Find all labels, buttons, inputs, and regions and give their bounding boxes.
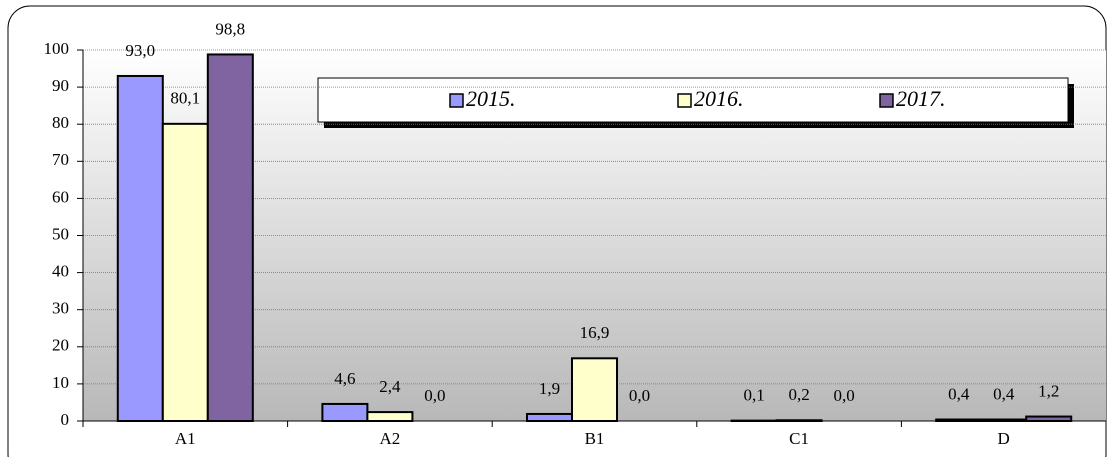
data-label: 93,0 xyxy=(125,41,155,60)
legend-swatch xyxy=(879,93,894,108)
bar xyxy=(161,122,209,422)
x-tick-label: C1 xyxy=(789,429,809,448)
data-label: 16,9 xyxy=(580,323,610,342)
bar xyxy=(206,53,254,423)
bar xyxy=(525,412,573,422)
x-tick-label: A2 xyxy=(380,429,401,448)
bar xyxy=(321,402,369,422)
y-tick-label: 90 xyxy=(52,76,69,95)
data-label: 0,0 xyxy=(833,386,854,405)
data-label: 0,0 xyxy=(424,386,445,405)
y-tick-label: 10 xyxy=(52,373,69,392)
bar xyxy=(775,419,823,422)
legend-label: 2016. xyxy=(694,86,744,111)
y-tick-label: 80 xyxy=(52,113,69,132)
bar xyxy=(980,418,1028,422)
x-tick-label: B1 xyxy=(585,429,605,448)
data-label: 1,2 xyxy=(1038,381,1059,400)
y-tick-label: 20 xyxy=(52,336,69,355)
data-label: 0,2 xyxy=(788,385,809,404)
data-label: 4,6 xyxy=(334,369,355,388)
x-tick-label: D xyxy=(998,429,1010,448)
y-tick-label: 40 xyxy=(52,262,69,281)
data-label: 0,1 xyxy=(743,386,764,405)
y-tick-label: 30 xyxy=(52,299,69,318)
bar xyxy=(935,418,983,422)
legend-label: 2017. xyxy=(896,86,946,111)
legend: 2015. 2016. 2017. xyxy=(317,77,1074,128)
y-tick-label: 70 xyxy=(52,150,69,169)
legend-label: 2015. xyxy=(466,86,516,111)
y-tick-label: 100 xyxy=(44,39,70,58)
data-label: 0,4 xyxy=(993,384,1015,403)
data-label: 0,0 xyxy=(629,386,650,405)
data-label: 2,4 xyxy=(379,377,401,396)
data-label: 98,8 xyxy=(215,19,245,38)
x-tick-label: A1 xyxy=(175,429,196,448)
legend-box xyxy=(317,77,1069,123)
y-tick-label: 50 xyxy=(52,224,69,243)
legend-swatch xyxy=(449,93,464,108)
bar xyxy=(1025,415,1073,423)
y-tick-label: 0 xyxy=(61,410,70,429)
data-label: 1,9 xyxy=(539,379,560,398)
bar xyxy=(366,411,414,423)
y-tick-label: 60 xyxy=(52,187,69,206)
bar xyxy=(570,357,619,422)
legend-swatch xyxy=(677,93,692,108)
bar xyxy=(116,74,164,422)
data-label: 0,4 xyxy=(948,384,970,403)
data-label: 80,1 xyxy=(170,89,200,108)
